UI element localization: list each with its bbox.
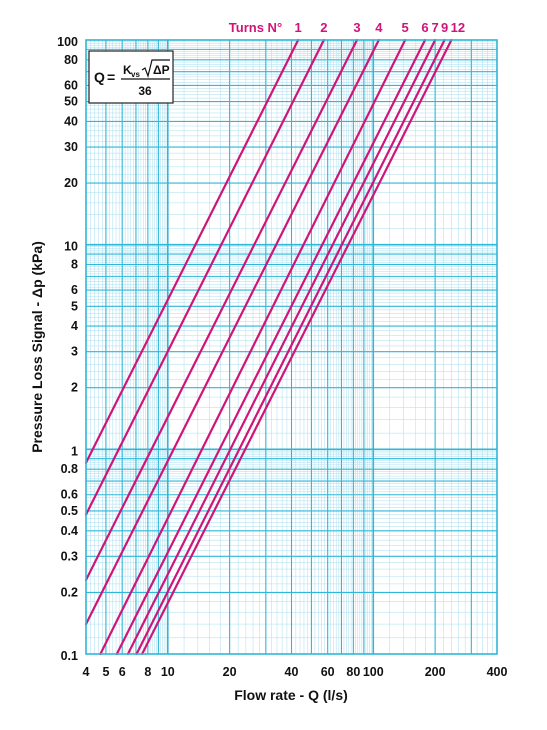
curves	[84, 38, 453, 656]
series-line-3	[84, 38, 359, 582]
formula-delta-p: ΔP	[153, 63, 170, 77]
series-line-2	[84, 38, 325, 516]
x-tick-label: 10	[161, 665, 175, 679]
y-tick-label: 1	[71, 444, 78, 458]
series-line-5	[99, 38, 407, 656]
y-tick-label: 0.2	[61, 585, 78, 599]
x-tick-labels: 4 5 6 8 10 20 40 60 80 100 200 400	[83, 665, 508, 679]
y-tick-label: 4	[71, 319, 78, 333]
series-label-4: 4	[375, 20, 383, 35]
x-tick-label: 100	[363, 665, 384, 679]
y-tick-labels: 100 80 60 50 40 30 20 10 8 6 5 4 3 2 1 0.8 0.6 0.5 0.4 0.3 0…	[57, 35, 78, 663]
y-tick-label: 0.4	[61, 524, 78, 538]
formula-q: Q	[94, 69, 105, 85]
y-tick-label: 10	[64, 240, 78, 254]
plot-frame	[85, 39, 498, 655]
x-tick-label: 8	[144, 665, 151, 679]
y-tick-label: 50	[64, 95, 78, 109]
series-label-6: 6	[421, 20, 428, 35]
y-tick-label: 20	[64, 176, 78, 190]
x-tick-label: 400	[487, 665, 508, 679]
series-label-12: 12	[451, 20, 465, 35]
formula-sqrt-sign	[141, 59, 170, 79]
y-axis-label: Pressure Loss Signal - Δp (kPa)	[29, 241, 45, 453]
x-tick-label: 20	[223, 665, 237, 679]
series-line-4	[84, 38, 380, 626]
formula-kvs-sub: vs	[131, 70, 140, 79]
formula-equals: =	[107, 69, 115, 85]
x-tick-label: 60	[321, 665, 335, 679]
y-tick-label: 40	[64, 114, 78, 128]
formula-denominator: 36	[138, 84, 152, 98]
y-tick-label: 5	[71, 299, 78, 313]
formula-kvs: K	[123, 63, 132, 77]
series-line-9	[135, 38, 446, 656]
x-tick-label: 4	[83, 665, 90, 679]
grid-major	[86, 40, 497, 654]
series-label-9: 9	[441, 20, 448, 35]
x-axis-label: Flow rate - Q (l/s)	[234, 687, 348, 703]
y-tick-label: 80	[64, 53, 78, 67]
legend-title: Turns N°	[229, 20, 282, 35]
y-tick-label: 0.8	[61, 462, 78, 476]
curve-labels: Turns N° 1 2 3 4 5 6 7 9 12	[229, 20, 465, 35]
x-tick-label: 80	[346, 665, 360, 679]
series-label-1: 1	[295, 20, 302, 35]
series-line-12	[141, 38, 453, 656]
series-line-6	[115, 38, 427, 656]
y-tick-label: 8	[71, 258, 78, 272]
series-label-3: 3	[353, 20, 360, 35]
y-tick-label: 0.3	[61, 549, 78, 563]
x-tick-label: 5	[102, 665, 109, 679]
y-tick-label: 100	[57, 35, 78, 49]
y-tick-label: 0.1	[61, 649, 78, 663]
series-label-7: 7	[432, 20, 439, 35]
series-label-2: 2	[320, 20, 327, 35]
y-tick-label: 3	[71, 345, 78, 359]
y-tick-label: 0.6	[61, 488, 78, 502]
series-line-1	[84, 38, 300, 464]
y-tick-label: 30	[64, 140, 78, 154]
x-tick-label: 6	[119, 665, 126, 679]
y-tick-label: 60	[64, 78, 78, 92]
y-tick-label: 2	[71, 381, 78, 395]
series-label-5: 5	[402, 20, 409, 35]
formula-box: Q = K vs ΔP 36	[88, 50, 174, 104]
x-tick-label: 40	[285, 665, 299, 679]
x-tick-label: 200	[425, 665, 446, 679]
y-tick-label: 0.5	[61, 504, 78, 518]
y-tick-label: 6	[71, 283, 78, 297]
series-line-7	[126, 38, 437, 656]
